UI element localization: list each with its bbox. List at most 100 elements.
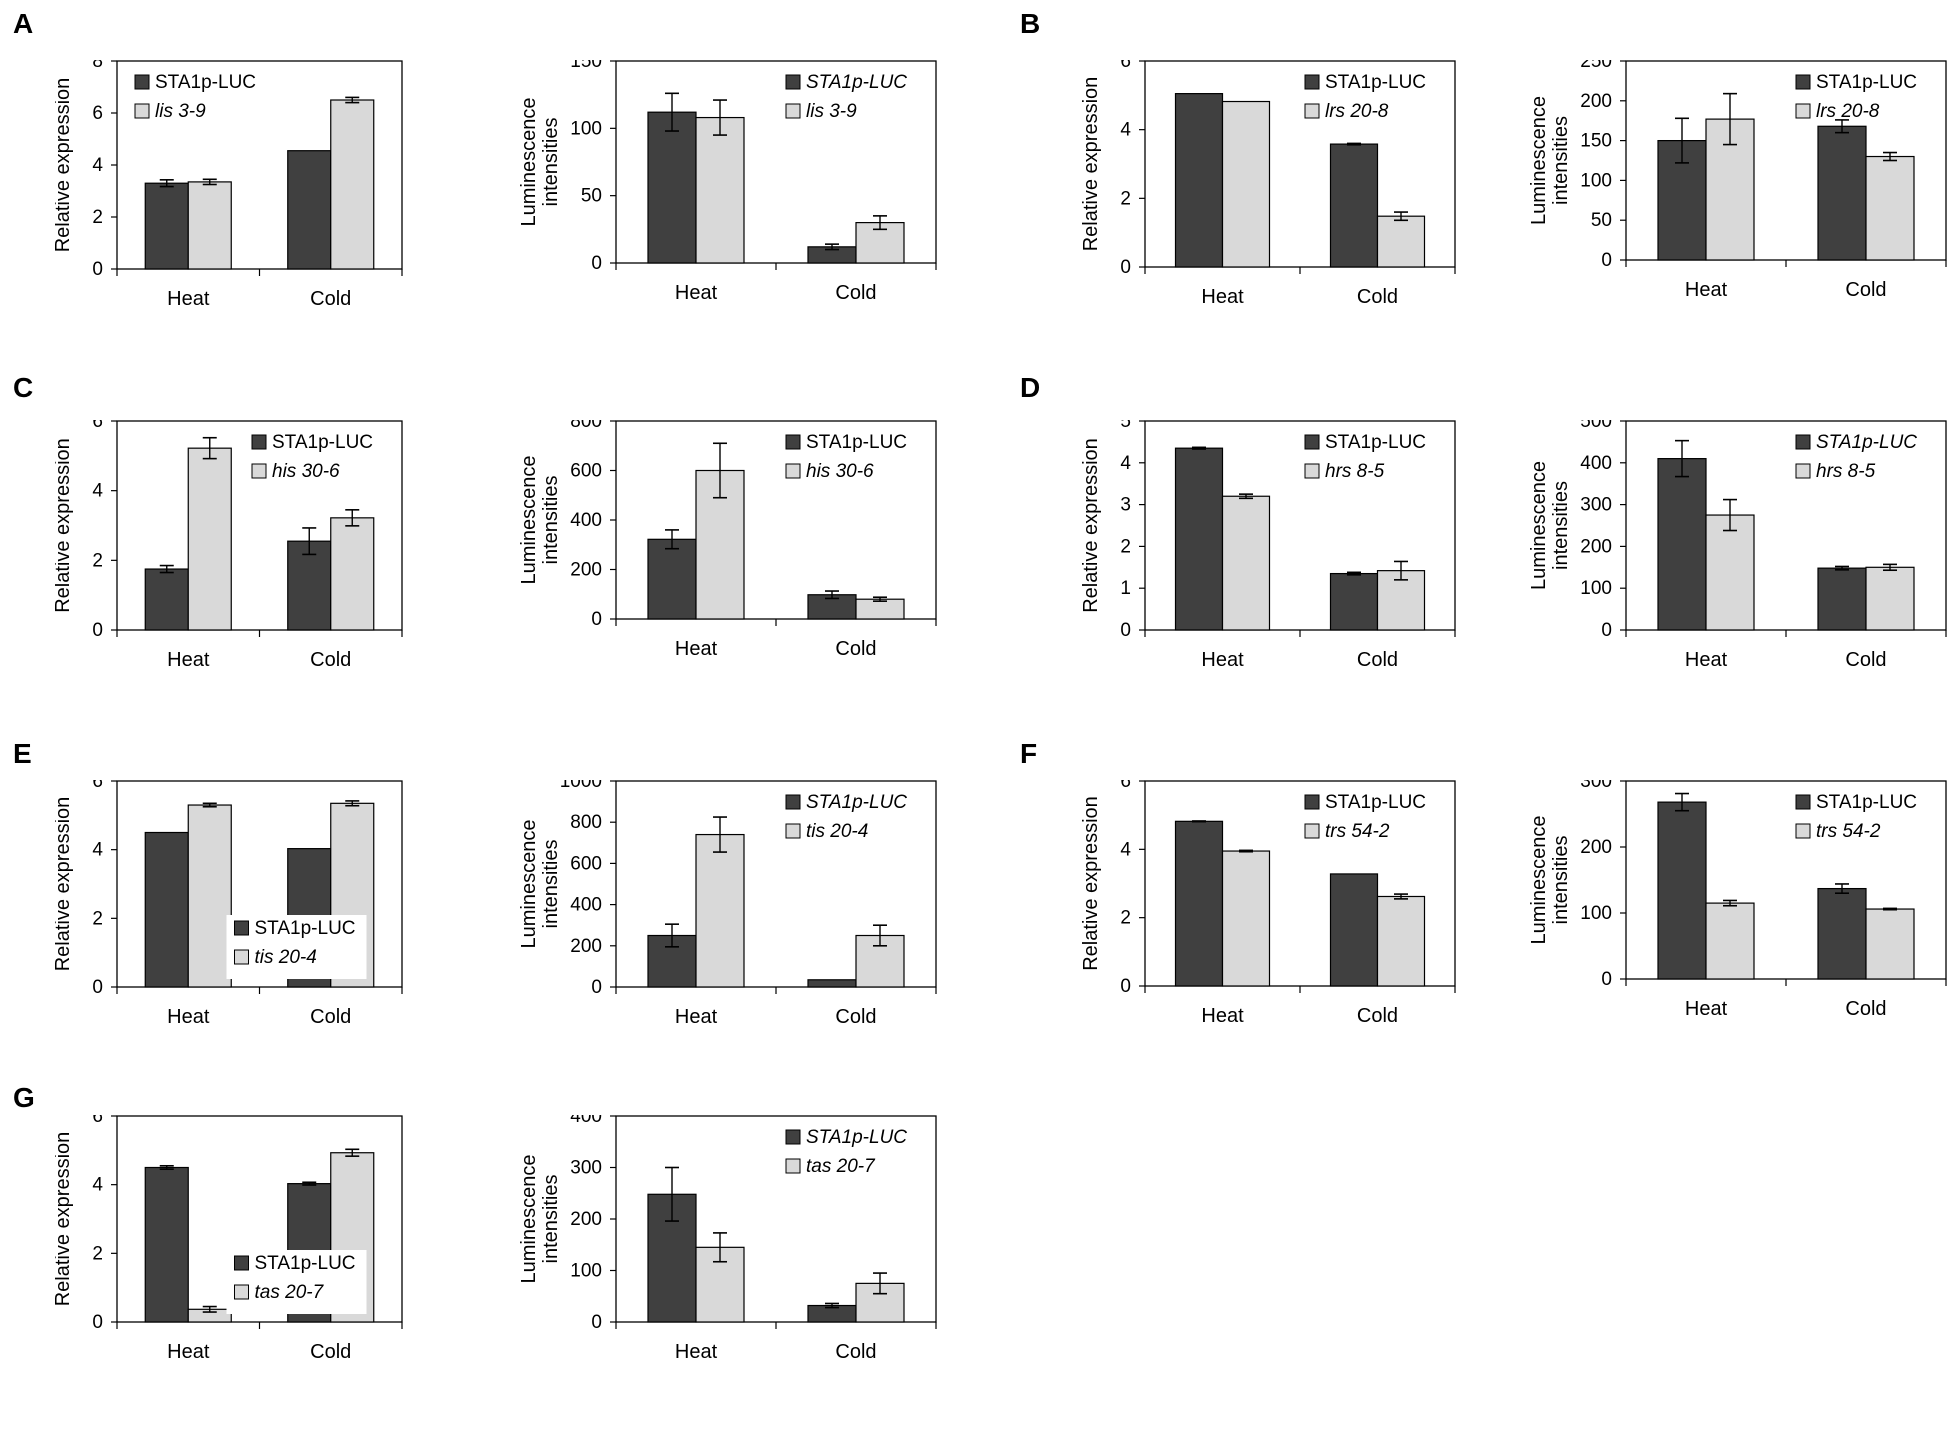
chart-C2: 0 200 400 600 800 Heat Cold Luminescence intensi… [518, 420, 937, 660]
x-category-label: Heat [1685, 279, 1728, 301]
legend-swatch-s1 [1795, 434, 1811, 450]
bar-heat-s1 [647, 111, 697, 264]
y-axis-title: Relative expression [55, 78, 74, 253]
bar-heat-s2 [1221, 100, 1271, 268]
y-axis-title: intensities [540, 118, 562, 207]
legend-swatch-s2 [785, 103, 801, 119]
panel-letter-d: D [1020, 372, 1041, 403]
bar-heat-s2 [1705, 902, 1755, 980]
x-category-label: Cold [835, 282, 876, 304]
chart-F1: 0 2 4 6 Heat Cold Relative expression STA1p-LUC… [1080, 780, 1456, 1027]
bar-cold-s1 [1817, 125, 1867, 261]
legend-swatch-s2 [785, 1158, 801, 1174]
y-tick-label: 400 [570, 1115, 602, 1127]
y-tick-label: 1000 [560, 780, 602, 792]
y-tick-label: 4 [92, 840, 103, 861]
panel-letter-g: G [13, 1082, 35, 1113]
y-tick-label: 150 [570, 60, 602, 72]
y-tick-label: 0 [591, 609, 602, 630]
legend-swatch-s1 [785, 1129, 801, 1145]
panel-letter-a: A [13, 8, 34, 39]
y-tick-label: 50 [581, 186, 602, 207]
bar-cold-s1 [287, 150, 332, 270]
bar-cold-s1 [1329, 873, 1379, 987]
x-category-label: Heat [1201, 1005, 1244, 1027]
y-tick-label: 6 [92, 420, 103, 432]
legend-label-s2: lrs 20-8 [1325, 101, 1389, 122]
chart-A2: 0 50 100 150 Heat Cold Luminescence intensities… [518, 60, 937, 304]
legend-label-s1: STA1p-LUC [806, 432, 907, 453]
bar-heat-s1 [144, 831, 189, 988]
bar-heat-s2 [1221, 495, 1271, 631]
y-tick-label: 4 [1120, 839, 1131, 860]
legend-swatch-s1 [1795, 794, 1811, 810]
bar-heat-s2 [695, 833, 745, 988]
legend-label-s1: STA1p-LUC [272, 432, 373, 453]
y-axis-title: Luminescence [1528, 96, 1550, 225]
legend-swatch-s1 [785, 794, 801, 810]
y-axis-title: intensities [1550, 116, 1572, 205]
legend-label-s1: STA1p-LUC [1816, 792, 1917, 813]
y-axis-title: intensities [540, 476, 562, 565]
bar-heat-s1 [144, 1166, 189, 1323]
x-category-label: Heat [167, 288, 210, 310]
legend-background [226, 1250, 367, 1314]
legend-background [226, 915, 367, 979]
chart-A1: 0 2 4 6 8 Heat Cold Relative expression STA1p-LU… [55, 60, 403, 310]
y-tick-label: 200 [1580, 536, 1612, 557]
bar-heat-s2 [695, 116, 745, 264]
legend-label-s2: tas 20-7 [255, 1282, 325, 1303]
legend-swatch-s2 [1795, 823, 1811, 839]
y-tick-label: 150 [1580, 131, 1612, 152]
legend-label-s1: STA1p-LUC [1325, 72, 1426, 93]
legend-label-s1: STA1p-LUC [1325, 792, 1426, 813]
bar-heat-s2 [1221, 850, 1271, 987]
bar-cold-s1 [1817, 567, 1867, 631]
y-axis-title: intensities [540, 1175, 562, 1264]
bar-heat-s2 [187, 804, 232, 988]
y-tick-label: 4 [92, 155, 103, 176]
chart-B1: 0 2 4 6 Heat Cold Relative expression STA1p-LUC… [1080, 60, 1456, 308]
x-category-label: Heat [167, 1341, 210, 1363]
chart-G1: 0 2 4 6 Heat Cold Relative expression STA1p-LUC… [55, 1115, 403, 1363]
y-tick-label: 6 [92, 1115, 103, 1127]
legend-swatch-s1 [234, 1255, 249, 1271]
legend-label-s1: STA1p-LUC [255, 918, 356, 939]
bar-heat-s2 [187, 181, 232, 270]
y-tick-label: 0 [1601, 250, 1612, 271]
legend-label-s1: STA1p-LUC [806, 792, 907, 813]
x-category-label: Heat [1201, 649, 1244, 671]
legend-swatch-s1 [1304, 434, 1320, 450]
legend-label-s1: STA1p-LUC [1816, 432, 1917, 453]
y-axis-title: Relative expression [55, 1132, 74, 1307]
legend-label-s2: trs 54-2 [1816, 821, 1881, 842]
bar-cold-s1 [1817, 887, 1867, 980]
y-tick-label: 0 [92, 1312, 103, 1333]
chart-E1: 0 2 4 6 Heat Cold Relative expression STA1p-LUC… [55, 780, 403, 1028]
legend-label-s2: tis 20-4 [806, 821, 868, 842]
legend-label-s1: STA1p-LUC [1325, 432, 1426, 453]
y-tick-label: 200 [570, 936, 602, 957]
legend-swatch-s2 [785, 823, 801, 839]
chart-E2: 0 200 400 600 800 1000 Heat Cold Luminescence int… [518, 780, 937, 1028]
y-tick-label: 0 [1120, 257, 1131, 278]
bar-cold-s1 [807, 979, 857, 988]
y-axis-title: Relative expression [1080, 796, 1102, 971]
y-tick-label: 400 [570, 895, 602, 916]
bar-heat-s1 [144, 568, 189, 631]
x-category-label: Heat [675, 638, 718, 660]
y-tick-label: 200 [1580, 91, 1612, 112]
y-tick-label: 0 [92, 620, 103, 641]
x-category-label: Cold [835, 1006, 876, 1028]
y-tick-label: 0 [1120, 620, 1131, 641]
bar-heat-s1 [1174, 820, 1224, 987]
bar-heat-s1 [1657, 458, 1707, 631]
y-tick-label: 800 [570, 420, 602, 432]
x-category-label: Heat [675, 1006, 718, 1028]
x-category-label: Heat [675, 282, 718, 304]
legend-label-s2: hrs 8-5 [1816, 461, 1876, 482]
legend-swatch-s2 [234, 1284, 249, 1300]
x-category-label: Cold [310, 649, 351, 671]
legend-label-s1: STA1p-LUC [255, 1253, 356, 1274]
